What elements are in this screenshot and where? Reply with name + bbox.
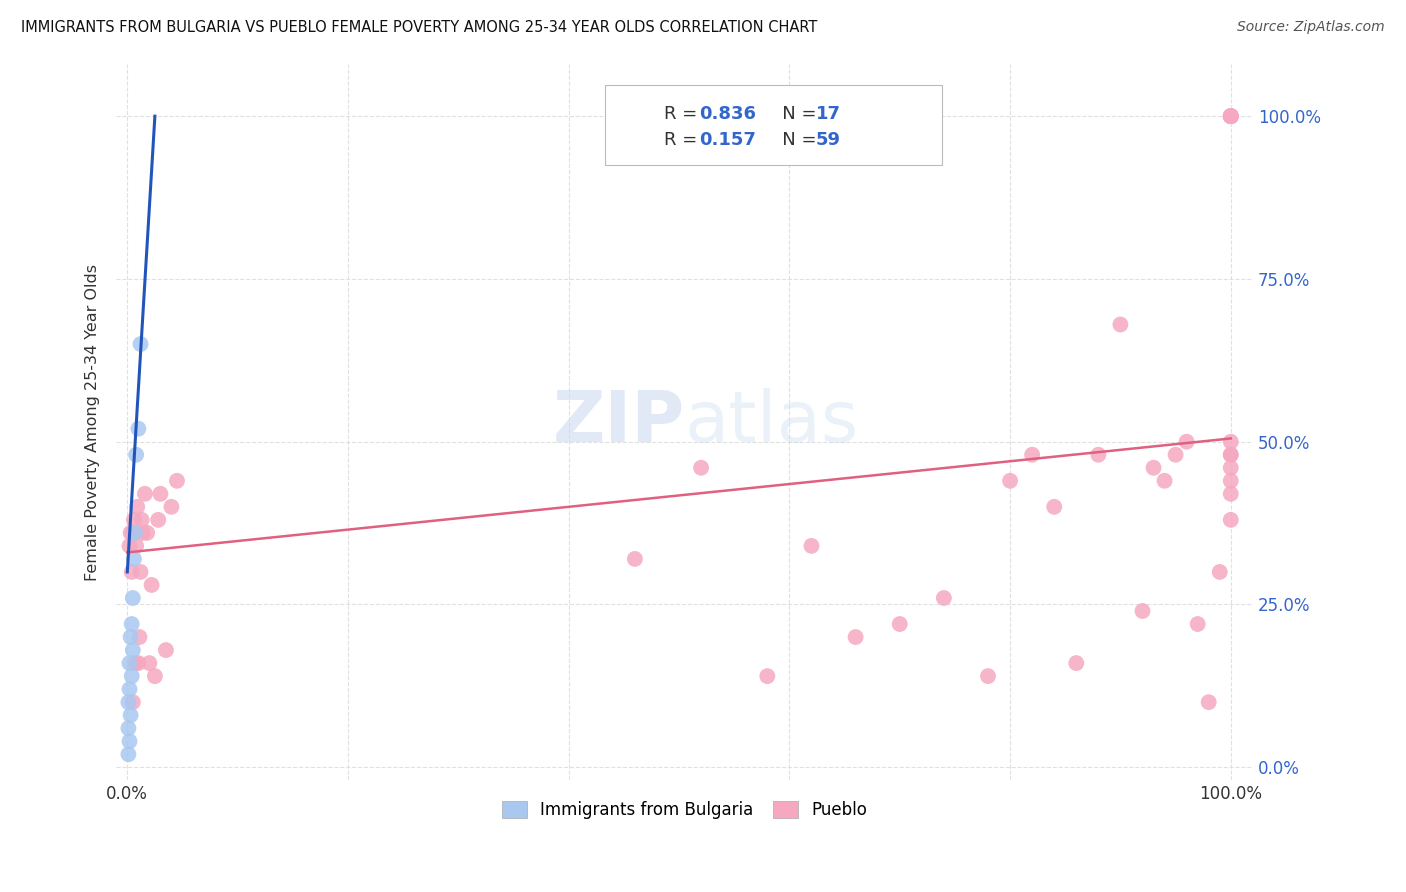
Point [121, 617, 143, 632]
Text: 0.157: 0.157 [699, 131, 755, 150]
Point [121, 565, 143, 579]
Point [624, 552, 647, 566]
Text: N =: N = [765, 131, 823, 150]
Point [149, 487, 172, 501]
Point [127, 422, 149, 436]
Point [131, 513, 153, 527]
Point [129, 337, 152, 351]
Point [1219, 448, 1241, 462]
Point [120, 630, 142, 644]
Point [129, 565, 152, 579]
Text: 17: 17 [815, 104, 841, 123]
Point [124, 525, 146, 540]
Point [118, 682, 141, 697]
Point [977, 669, 1000, 683]
Point [1219, 109, 1241, 123]
Point [121, 695, 143, 709]
Point [117, 747, 139, 762]
Point [1219, 109, 1241, 123]
Point [155, 643, 177, 657]
Text: Source: ZipAtlas.com: Source: ZipAtlas.com [1237, 20, 1385, 34]
Point [1219, 487, 1241, 501]
Text: atlas: atlas [685, 388, 859, 457]
Point [122, 513, 145, 527]
Point [1064, 656, 1087, 670]
Point [845, 630, 868, 644]
Point [127, 500, 149, 514]
Point [1219, 460, 1241, 475]
Point [120, 708, 142, 723]
Point [998, 474, 1021, 488]
Point [1219, 448, 1241, 462]
Point [118, 734, 141, 748]
Point [118, 656, 141, 670]
Point [1219, 109, 1241, 123]
Point [690, 460, 713, 475]
Text: N =: N = [765, 104, 823, 123]
Point [138, 656, 160, 670]
Text: IMMIGRANTS FROM BULGARIA VS PUEBLO FEMALE POVERTY AMONG 25-34 YEAR OLDS CORRELAT: IMMIGRANTS FROM BULGARIA VS PUEBLO FEMAL… [21, 20, 817, 35]
Point [1209, 565, 1232, 579]
Point [166, 474, 188, 488]
Point [1142, 460, 1164, 475]
Point [1219, 474, 1241, 488]
Point [117, 721, 139, 735]
Point [889, 617, 911, 632]
Point [1187, 617, 1209, 632]
Point [1087, 448, 1109, 462]
Text: ZIP: ZIP [553, 388, 685, 457]
Point [1164, 448, 1187, 462]
Point [121, 591, 143, 605]
Point [127, 656, 149, 670]
Point [122, 552, 145, 566]
Point [1109, 318, 1132, 332]
Point [128, 630, 150, 644]
Point [125, 539, 148, 553]
Point [1219, 109, 1241, 123]
Point [1175, 434, 1198, 449]
Point [121, 669, 143, 683]
Text: 59: 59 [815, 131, 841, 150]
Point [125, 448, 148, 462]
Y-axis label: Female Poverty Among 25-34 Year Olds: Female Poverty Among 25-34 Year Olds [86, 264, 100, 581]
Point [136, 525, 159, 540]
Point [1043, 500, 1066, 514]
Point [132, 525, 155, 540]
Point [1132, 604, 1154, 618]
Point [118, 539, 141, 553]
Point [1153, 474, 1175, 488]
Point [1021, 448, 1043, 462]
Point [143, 669, 166, 683]
Point [1219, 513, 1241, 527]
Point [1219, 109, 1241, 123]
Point [134, 487, 156, 501]
Text: 0.836: 0.836 [699, 104, 756, 123]
Point [121, 643, 143, 657]
Point [124, 656, 146, 670]
Point [141, 578, 163, 592]
Point [1219, 109, 1241, 123]
Point [932, 591, 955, 605]
Point [800, 539, 823, 553]
Legend: Immigrants from Bulgaria, Pueblo: Immigrants from Bulgaria, Pueblo [495, 794, 875, 826]
Point [160, 500, 183, 514]
Point [148, 513, 170, 527]
Point [1219, 434, 1241, 449]
Point [121, 525, 143, 540]
Text: R =: R = [664, 131, 703, 150]
Text: R =: R = [664, 104, 703, 123]
Point [117, 695, 139, 709]
Point [1198, 695, 1220, 709]
Point [120, 525, 142, 540]
Point [756, 669, 779, 683]
